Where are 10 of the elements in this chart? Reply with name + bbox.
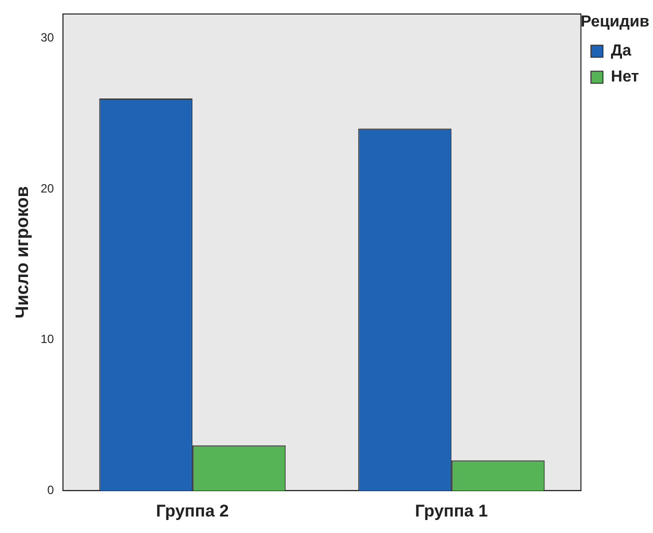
x-tick-label: Группа 2 xyxy=(156,501,229,520)
x-tick-label: Группа 1 xyxy=(415,501,488,520)
y-axis-title: Число игроков xyxy=(12,186,32,318)
y-tick-label: 0 xyxy=(47,482,54,497)
legend-label: Нет xyxy=(610,68,640,86)
y-tick-label: 10 xyxy=(40,332,54,346)
y-tick-label: 30 xyxy=(40,30,54,44)
legend-title: Рецидив xyxy=(580,13,650,30)
legend-label: Да xyxy=(610,42,632,60)
y-tick-label: 20 xyxy=(40,181,54,196)
